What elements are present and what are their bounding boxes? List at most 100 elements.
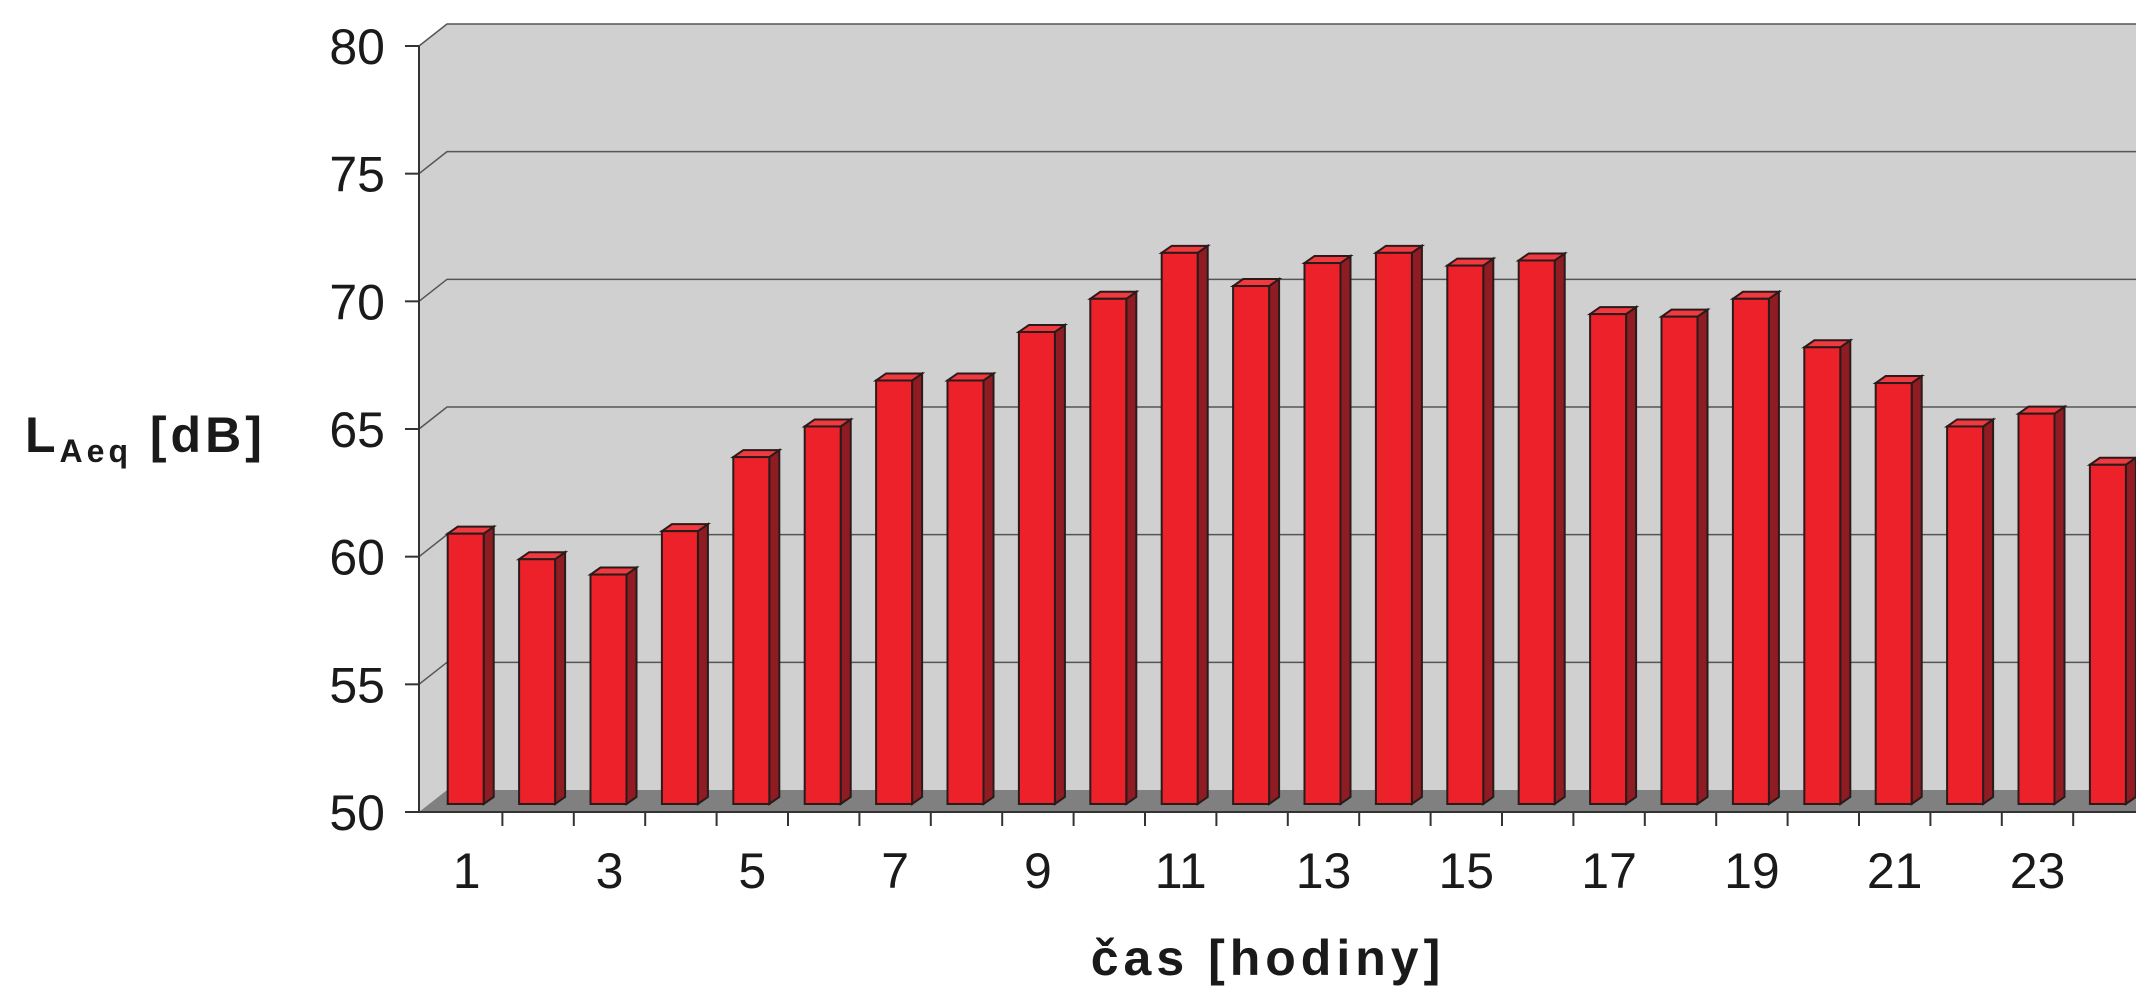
bar-top <box>801 418 854 428</box>
y-tick-label: 60 <box>329 530 385 586</box>
bar-front <box>803 425 842 805</box>
bar-side <box>1125 289 1138 806</box>
bar-front <box>1589 313 1628 805</box>
y-tick-label: 80 <box>329 19 385 75</box>
bar-side <box>911 371 924 806</box>
y-tick-label: 70 <box>329 274 385 330</box>
bar-side <box>1053 323 1066 806</box>
bar <box>1015 323 1069 806</box>
bar-side <box>768 448 781 806</box>
bar-top <box>444 525 497 535</box>
bar <box>1658 307 1711 806</box>
x-tick-label: 19 <box>1724 843 1780 899</box>
x-tick-label: 17 <box>1581 843 1637 899</box>
bar-front <box>589 573 628 805</box>
bar-side <box>1268 277 1281 806</box>
bar <box>730 448 783 806</box>
bar-side <box>1839 338 1852 806</box>
bar <box>1872 374 1925 806</box>
bar-top <box>1943 418 1997 428</box>
bar-top <box>515 551 569 561</box>
bar-side <box>482 524 495 806</box>
bar <box>1729 289 1783 806</box>
bar-front <box>1660 315 1699 805</box>
bar-side <box>1553 251 1566 806</box>
bar-top <box>1158 244 1211 254</box>
bar-front <box>1731 297 1770 805</box>
bar-side <box>1625 305 1638 806</box>
bar-side <box>839 417 852 806</box>
bar-front <box>1946 425 1985 805</box>
bar-front <box>518 558 557 805</box>
bar <box>872 371 926 806</box>
bar-side <box>1339 254 1352 806</box>
bar-front <box>660 530 699 806</box>
y-tick-label: 50 <box>329 785 385 841</box>
bar-front <box>1517 259 1556 806</box>
bar-top <box>1515 252 1568 262</box>
gridline <box>418 406 2136 430</box>
bar <box>658 522 712 806</box>
bar-side <box>1482 256 1495 806</box>
bar-side <box>1196 243 1209 806</box>
bar-top <box>1586 306 1640 316</box>
bar-front <box>2088 463 2127 805</box>
bar-top <box>1658 308 1711 318</box>
bar-side <box>982 371 995 806</box>
bar-side <box>1767 289 1780 806</box>
x-tick-label: 21 <box>1867 843 1923 899</box>
bar-front <box>1446 264 1485 805</box>
bar-top <box>1301 255 1354 265</box>
bar <box>1372 243 1426 806</box>
bar-front <box>1803 346 1842 805</box>
bar <box>1158 243 1211 806</box>
x-tick-label: 13 <box>1296 843 1352 899</box>
y-tick-label: 65 <box>329 402 385 458</box>
bar-front <box>732 456 771 805</box>
bar-top <box>587 566 640 576</box>
bar-top <box>1015 323 1069 333</box>
bar <box>2086 456 2136 806</box>
bar-side <box>696 522 709 806</box>
y-axis-title-main: L <box>25 407 60 463</box>
bar-top <box>1729 290 1783 300</box>
y-axis-title-unit: [dB] <box>132 407 266 463</box>
x-tick-label: 9 <box>1024 843 1052 899</box>
bar-front <box>1374 251 1413 805</box>
bars <box>444 243 2136 806</box>
bar-top <box>944 372 997 382</box>
bar <box>1943 417 1997 806</box>
bar-front <box>1017 330 1056 805</box>
bar-top <box>1872 375 1925 385</box>
bar <box>1515 251 1568 806</box>
bar <box>1229 277 1283 806</box>
bar-top <box>1444 257 1497 267</box>
bar <box>2015 404 2068 806</box>
bar <box>1087 289 1140 806</box>
bar <box>1586 305 1640 806</box>
y-axis-title-subscript: Aeq <box>60 433 132 469</box>
y-tick-label: 75 <box>329 147 385 203</box>
bar-side <box>1696 307 1709 806</box>
x-tick-label: 15 <box>1438 843 1494 899</box>
bar <box>444 524 497 806</box>
bar-side <box>1410 243 1423 806</box>
bar-front <box>875 379 914 805</box>
bar-top <box>2015 405 2068 415</box>
x-axis-title: čas [hodiny] <box>1091 930 1445 986</box>
bar-side <box>1910 374 1923 806</box>
bar-front <box>1089 297 1128 805</box>
x-tick-label: 3 <box>596 843 624 899</box>
bar-top <box>1372 244 1426 254</box>
bar-front <box>446 532 485 805</box>
y-tick-label: 55 <box>329 657 385 713</box>
bar <box>587 565 640 806</box>
x-tick-label: 1 <box>453 843 481 899</box>
bar-side <box>2053 404 2066 806</box>
bar-front <box>1303 262 1342 805</box>
bar-top <box>658 523 712 533</box>
bar-front <box>1160 251 1199 805</box>
bar <box>1301 254 1354 806</box>
x-tick-label: 5 <box>738 843 766 899</box>
